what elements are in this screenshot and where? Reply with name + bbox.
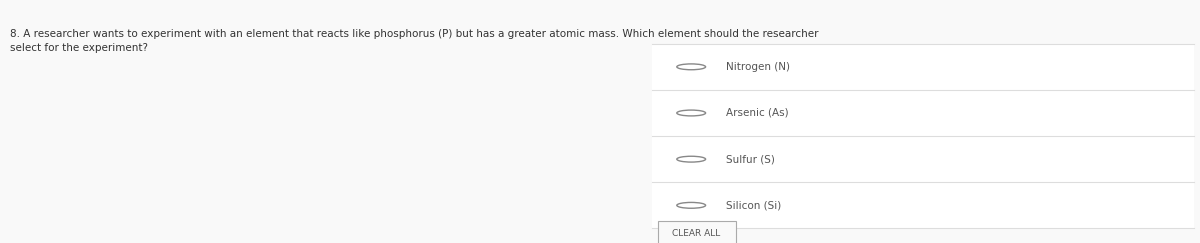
Text: Silicon (Si): Silicon (Si) [726, 200, 781, 210]
Text: Arsenic (As): Arsenic (As) [726, 108, 788, 118]
FancyBboxPatch shape [652, 136, 1194, 182]
FancyBboxPatch shape [658, 221, 736, 243]
FancyBboxPatch shape [652, 90, 1194, 136]
Text: 8. A researcher wants to experiment with an element that reacts like phosphorus : 8. A researcher wants to experiment with… [10, 29, 818, 53]
Text: CLEAR ALL: CLEAR ALL [672, 229, 721, 238]
FancyBboxPatch shape [652, 44, 1194, 90]
Text: Sulfur (S): Sulfur (S) [726, 154, 775, 164]
Text: Nitrogen (N): Nitrogen (N) [726, 62, 790, 72]
FancyBboxPatch shape [652, 182, 1194, 228]
